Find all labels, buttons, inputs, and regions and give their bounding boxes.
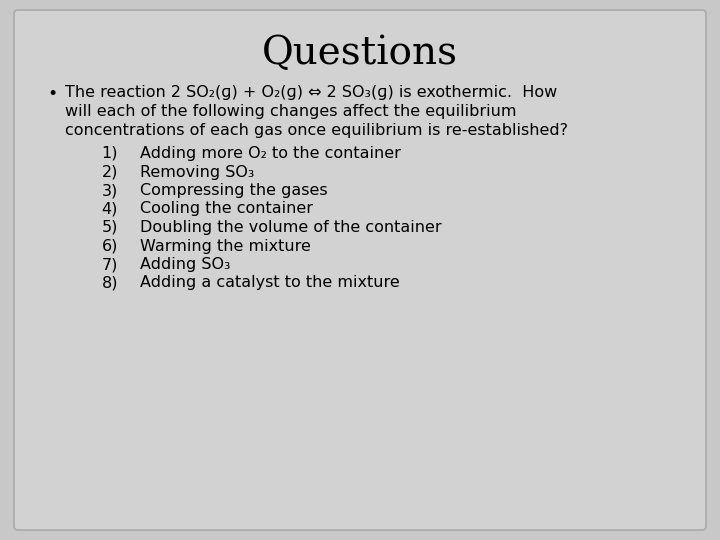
Text: 3): 3): [102, 183, 118, 198]
Text: Compressing the gases: Compressing the gases: [140, 183, 328, 198]
Text: 2): 2): [102, 165, 118, 179]
Text: 7): 7): [102, 257, 118, 272]
Text: 1): 1): [102, 146, 118, 161]
Text: Adding a catalyst to the mixture: Adding a catalyst to the mixture: [140, 275, 400, 291]
Text: Removing SO₃: Removing SO₃: [140, 165, 254, 179]
Text: 5): 5): [102, 220, 118, 235]
Text: Cooling the container: Cooling the container: [140, 201, 313, 217]
Text: 8): 8): [102, 275, 118, 291]
Text: 6): 6): [102, 239, 118, 253]
Text: Warming the mixture: Warming the mixture: [140, 239, 311, 253]
Text: Adding more O₂ to the container: Adding more O₂ to the container: [140, 146, 401, 161]
FancyBboxPatch shape: [14, 10, 706, 530]
Text: The reaction 2 SO₂(ɡ) + O₂(ɡ) ⇔ 2 SO₃(ɡ) is exothermic.  How: The reaction 2 SO₂(ɡ) + O₂(ɡ) ⇔ 2 SO₃(ɡ)…: [65, 85, 557, 100]
Text: •: •: [47, 85, 57, 103]
Text: Adding SO₃: Adding SO₃: [140, 257, 230, 272]
Text: 4): 4): [102, 201, 118, 217]
Text: will each of the following changes affect the equilibrium: will each of the following changes affec…: [65, 104, 516, 119]
Text: Doubling the volume of the container: Doubling the volume of the container: [140, 220, 441, 235]
Text: concentrations of each gas once equilibrium is re-established?: concentrations of each gas once equilibr…: [65, 123, 568, 138]
Text: Questions: Questions: [262, 35, 458, 72]
